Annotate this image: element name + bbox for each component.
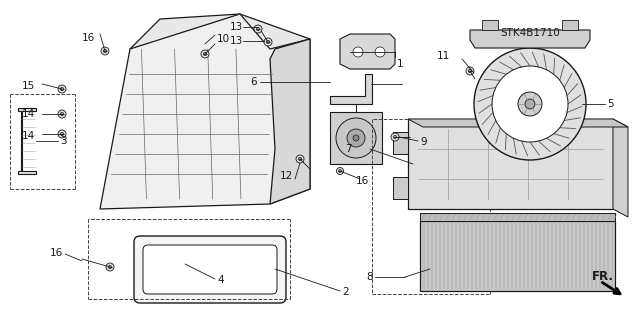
- Text: 3: 3: [60, 136, 67, 146]
- Circle shape: [60, 87, 63, 91]
- Polygon shape: [18, 108, 36, 174]
- Circle shape: [353, 135, 359, 141]
- Bar: [482, 20, 498, 30]
- Circle shape: [296, 155, 304, 163]
- Text: 8: 8: [366, 272, 373, 282]
- Circle shape: [101, 47, 109, 55]
- Text: 16: 16: [356, 176, 369, 186]
- Bar: [408, 119, 613, 209]
- Circle shape: [525, 99, 535, 109]
- Circle shape: [468, 70, 472, 73]
- Polygon shape: [340, 34, 395, 69]
- Text: 13: 13: [230, 36, 243, 46]
- Circle shape: [257, 27, 260, 31]
- Circle shape: [474, 48, 586, 160]
- Polygon shape: [408, 119, 628, 127]
- FancyBboxPatch shape: [143, 245, 277, 294]
- Text: 14: 14: [22, 109, 35, 119]
- Polygon shape: [270, 39, 310, 204]
- FancyBboxPatch shape: [134, 236, 286, 303]
- Circle shape: [466, 67, 474, 75]
- Polygon shape: [100, 14, 310, 209]
- Text: 4: 4: [217, 275, 223, 285]
- Text: 9: 9: [420, 137, 427, 147]
- Text: 12: 12: [280, 171, 293, 181]
- Circle shape: [391, 133, 399, 141]
- Text: 15: 15: [22, 81, 35, 91]
- Circle shape: [394, 135, 397, 138]
- Circle shape: [266, 41, 269, 44]
- Polygon shape: [330, 74, 372, 104]
- Circle shape: [375, 47, 385, 57]
- Text: FR.: FR.: [592, 271, 614, 284]
- Circle shape: [106, 263, 114, 271]
- Circle shape: [353, 47, 363, 57]
- Polygon shape: [130, 14, 310, 84]
- Circle shape: [518, 92, 542, 116]
- Text: 16: 16: [81, 33, 95, 43]
- Circle shape: [298, 157, 301, 160]
- Text: 11: 11: [436, 51, 450, 61]
- Circle shape: [58, 130, 66, 138]
- Circle shape: [254, 25, 262, 33]
- Text: 5: 5: [607, 99, 614, 109]
- Text: 2: 2: [342, 287, 349, 297]
- Text: 10: 10: [217, 34, 230, 44]
- Circle shape: [204, 52, 207, 56]
- Polygon shape: [613, 119, 628, 217]
- Circle shape: [336, 118, 376, 158]
- Bar: [562, 20, 578, 30]
- Text: 13: 13: [230, 22, 243, 32]
- Circle shape: [108, 265, 111, 269]
- Circle shape: [60, 112, 63, 115]
- Circle shape: [339, 170, 341, 172]
- Bar: [330, 112, 382, 164]
- Text: 1: 1: [397, 59, 404, 69]
- Circle shape: [104, 49, 107, 53]
- Text: STK4B1710: STK4B1710: [500, 28, 560, 38]
- Text: 14: 14: [22, 131, 35, 141]
- Circle shape: [201, 50, 209, 58]
- Bar: [393, 177, 408, 199]
- Polygon shape: [470, 30, 590, 48]
- Text: 7: 7: [345, 144, 351, 154]
- Circle shape: [58, 85, 66, 93]
- Text: 16: 16: [50, 248, 63, 258]
- Circle shape: [492, 66, 568, 142]
- Circle shape: [60, 132, 63, 136]
- Bar: [420, 213, 615, 221]
- Circle shape: [347, 129, 365, 147]
- Bar: [420, 221, 615, 291]
- Circle shape: [264, 38, 272, 46]
- Circle shape: [337, 167, 344, 174]
- Bar: [393, 132, 408, 154]
- Text: 6: 6: [250, 77, 257, 87]
- Circle shape: [58, 110, 66, 118]
